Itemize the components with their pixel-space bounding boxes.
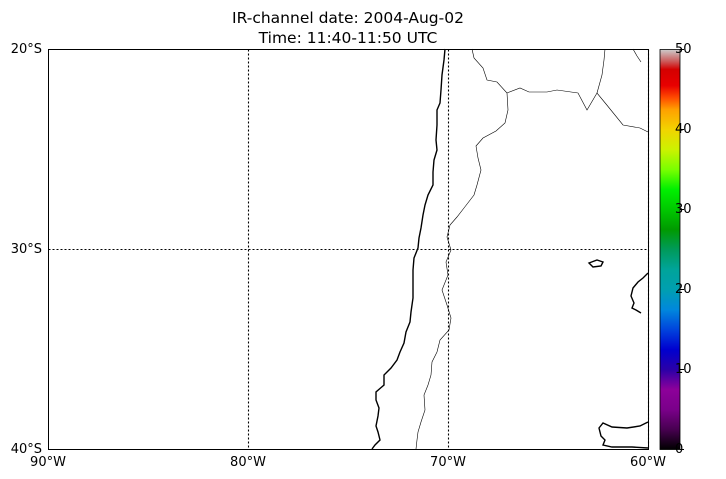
lon-label-60w: 60°W <box>630 455 666 470</box>
colorbar <box>660 49 680 450</box>
colorbar-label-0: 0 <box>675 442 684 457</box>
map-title-line2: Time: 11:40-11:50 UTC <box>258 29 438 47</box>
colorbar-label-10: 10 <box>675 362 692 377</box>
colorbar-ticks <box>680 49 684 450</box>
lon-label-80w: 80°W <box>230 455 266 470</box>
colorbar-label-30: 30 <box>675 202 692 217</box>
colorbar-label-50: 50 <box>675 42 692 57</box>
lat-label-30s: 30°S <box>10 242 42 257</box>
lat-label-20s: 20°S <box>10 42 42 57</box>
lon-label-90w: 90°W <box>30 455 66 470</box>
graticule <box>48 49 650 451</box>
chile-coastline <box>371 48 446 450</box>
lon-label-70w: 70°W <box>430 455 466 470</box>
colorbar-label-40: 40 <box>675 122 692 137</box>
border-paraguay-east <box>632 48 642 63</box>
lat-label-40s: 40°S <box>10 442 42 457</box>
san-matias-coast <box>598 421 649 449</box>
border-chile-argentina <box>415 48 509 450</box>
colorbar-label-20: 20 <box>675 282 692 297</box>
valdes-peninsula-coast <box>587 259 604 268</box>
map-title-line1: IR-channel date: 2004-Aug-02 <box>232 9 464 27</box>
bahia-blanca-coast <box>630 272 649 314</box>
border-bolivia-paraguay <box>596 48 606 94</box>
border-bolivia-argentina <box>506 87 649 133</box>
colorbar-frame <box>659 49 681 450</box>
